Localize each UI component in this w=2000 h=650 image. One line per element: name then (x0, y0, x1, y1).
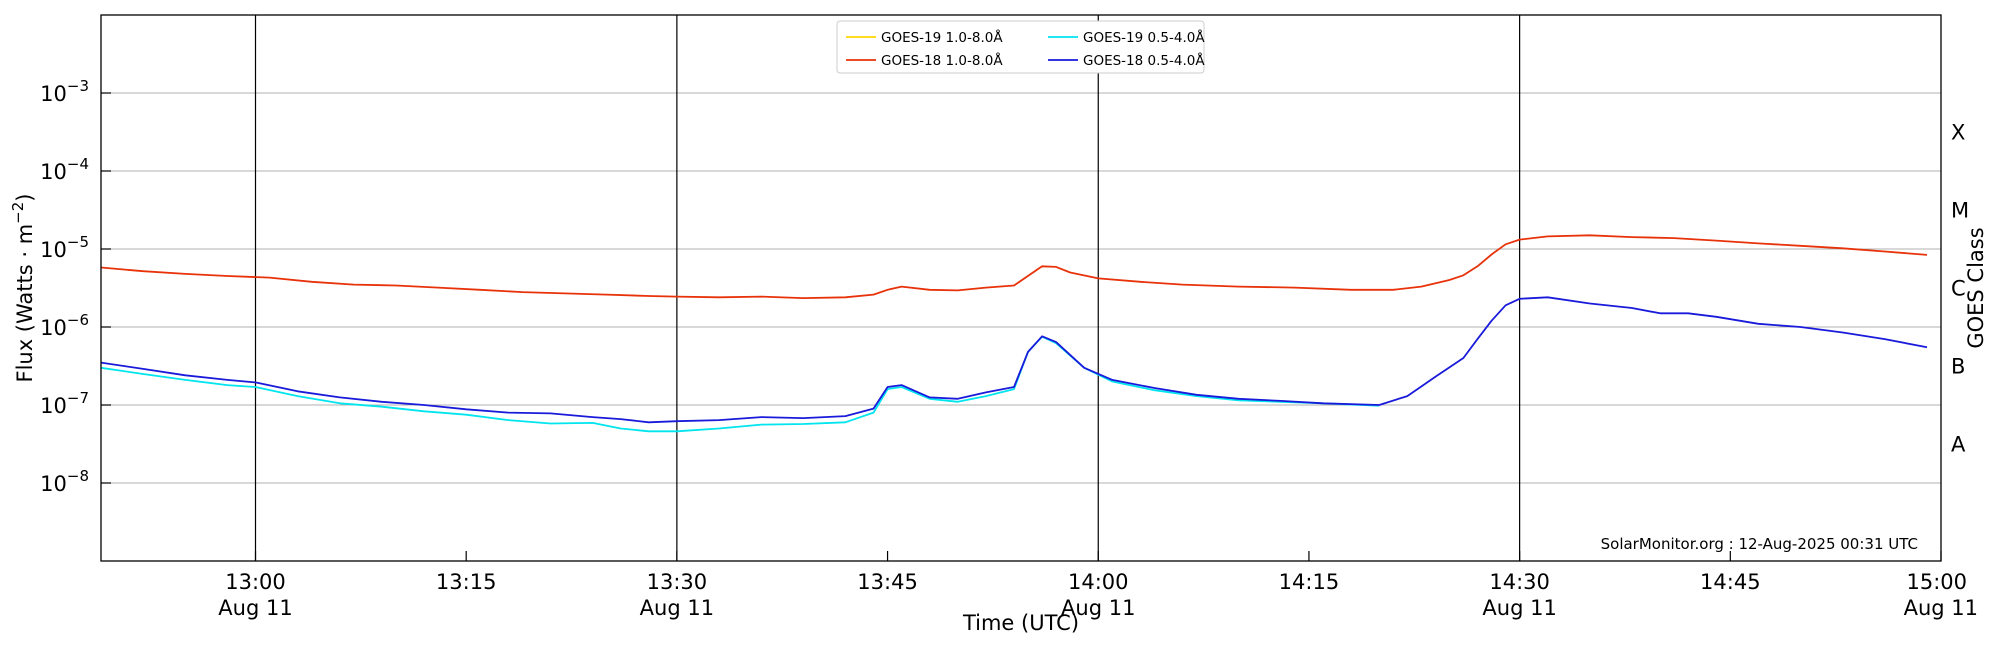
x-tick-time: 13:30 (647, 570, 708, 594)
y-tick-base: 10 (40, 238, 67, 262)
x-tick-date: Aug 11 (640, 596, 714, 620)
y-tick-exponent: −4 (67, 155, 89, 173)
y-tick-base: 10 (40, 316, 67, 340)
y-tick-exponent: −7 (67, 389, 89, 407)
plot-frame (100, 14, 1942, 562)
y-tick-label: 10−4 (40, 155, 89, 184)
day-marker-lines (254, 15, 1521, 561)
gridlines (101, 92, 1941, 484)
x-tick-date: Aug 11 (1904, 596, 1978, 620)
y-tick-base: 10 (40, 472, 67, 496)
y-tick-base: 10 (40, 160, 67, 184)
x-tick-time: 14:45 (1700, 570, 1761, 594)
legend-entry: GOES-19 1.0-8.0Å (881, 29, 1003, 46)
y-tick-label: 10−8 (40, 467, 89, 496)
series-line (100, 296, 1928, 424)
y-tick-label: 10−5 (40, 233, 89, 262)
y-tick-base: 10 (40, 394, 67, 418)
y-tick-base: 10 (40, 82, 67, 106)
legend-entry: GOES-18 0.5-4.0Å (1083, 52, 1205, 69)
goes-class-axis: X M C B A (1951, 121, 1969, 457)
goes-class-axis-label: GOES Class (1964, 227, 1988, 348)
y-axis-label-close: ) (13, 193, 37, 201)
x-tick-time: 13:00 (225, 570, 286, 594)
x-tick-time: 14:00 (1068, 570, 1129, 594)
series-lines (100, 234, 1928, 433)
y-tick-exponent: −6 (67, 311, 89, 329)
x-tick-time: 14:15 (1279, 570, 1340, 594)
legend: GOES-19 1.0-8.0Å GOES-18 1.0-8.0Å GOES-19 … (836, 20, 1205, 74)
legend-entry: GOES-18 1.0-8.0Å (881, 52, 1003, 69)
goes-class-label: C (1951, 277, 1966, 301)
series-line (100, 234, 1928, 299)
y-axis-label-text: Flux (Watts · m (13, 224, 37, 383)
x-tick-time: 13:45 (857, 570, 918, 594)
x-tick-date: Aug 11 (1061, 596, 1135, 620)
x-tick-time: 14:30 (1489, 570, 1550, 594)
goes-class-label: M (1951, 199, 1969, 223)
goes-class-label: A (1951, 433, 1966, 457)
legend-entry: GOES-19 0.5-4.0Å (1083, 29, 1205, 46)
y-tick-exponent: −8 (67, 467, 89, 485)
y-tick-label: 10−7 (40, 389, 89, 418)
y-axis-label: Flux (Watts · m−2) (9, 193, 37, 382)
series-line (100, 335, 1380, 433)
goes-class-label: B (1951, 355, 1965, 379)
x-tick-time: 13:15 (436, 570, 497, 594)
credit-text: SolarMonitor.org : 12-Aug-2025 00:31 UTC (1601, 535, 1918, 553)
x-tick-date: Aug 11 (218, 596, 292, 620)
x-tick-time: 15:00 (1906, 570, 1967, 594)
x-axis-label: Time (UTC) (962, 611, 1079, 635)
y-tick-exponent: −5 (67, 233, 89, 251)
x-tick-date: Aug 11 (1482, 596, 1556, 620)
y-tick-exponent: −3 (67, 77, 89, 95)
y-axis-label-exponent: −2 (9, 202, 27, 224)
y-axis-ticks: 10−310−410−510−610−710−8 (40, 77, 111, 496)
y-tick-label: 10−6 (40, 311, 89, 340)
legend-box (836, 20, 1205, 74)
y-tick-label: 10−3 (40, 77, 89, 106)
plot-area (101, 15, 1941, 561)
goes-class-label: X (1951, 121, 1965, 145)
